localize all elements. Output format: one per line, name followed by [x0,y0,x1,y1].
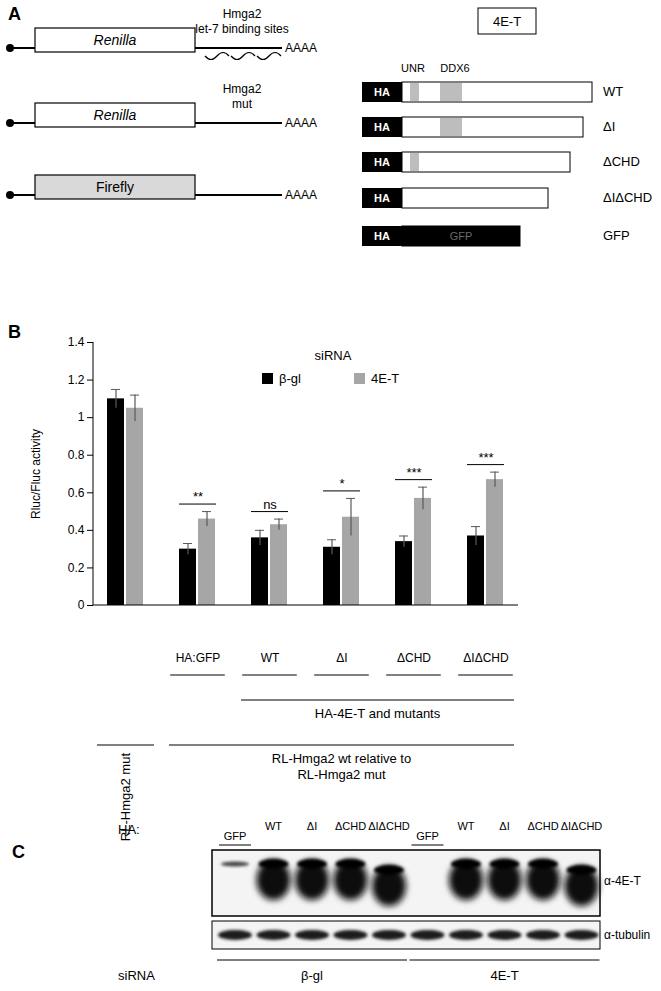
svg-text:ΔIΔCHD: ΔIΔCHD [368,820,410,832]
svg-text:ΔI: ΔI [603,119,615,134]
svg-text:ΔI: ΔI [499,820,509,832]
svg-text:GFP: GFP [224,830,247,842]
svg-text:ΔI: ΔI [307,820,317,832]
svg-text:1.2: 1.2 [68,373,85,387]
svg-text:***: *** [478,450,493,465]
svg-text:C: C [12,842,25,862]
svg-text:ΔIΔCHD: ΔIΔCHD [561,820,603,832]
svg-text:α-tubulin: α-tubulin [604,928,650,942]
svg-text:DDX6: DDX6 [440,62,469,74]
svg-text:Hmga2: Hmga2 [223,7,262,21]
svg-text:ΔCHD: ΔCHD [527,820,558,832]
svg-text:mut: mut [232,97,253,111]
svg-text:0.8: 0.8 [68,448,85,462]
svg-text:AAAA: AAAA [285,188,317,202]
svg-text:0.2: 0.2 [68,561,85,575]
svg-text:ΔCHD: ΔCHD [335,820,366,832]
svg-text:1.4: 1.4 [68,335,85,349]
svg-text:UNR: UNR [401,62,425,74]
svg-text:β-gl: β-gl [301,968,323,983]
svg-text:HA:: HA: [118,822,140,837]
svg-text:AAAA: AAAA [285,116,317,130]
svg-text:siRNA: siRNA [315,348,352,363]
svg-text:1: 1 [78,410,85,424]
svg-text:4E-T: 4E-T [371,371,399,386]
svg-text:Hmga2: Hmga2 [223,82,262,96]
svg-text:WT: WT [265,820,282,832]
svg-text:***: *** [406,465,421,480]
svg-text:B: B [8,322,21,342]
svg-text:HA: HA [374,121,390,133]
svg-text:siRNA: siRNA [118,968,155,983]
svg-text:HA: HA [374,230,390,242]
svg-text:0.6: 0.6 [68,486,85,500]
svg-text:Rluc/Fluc activity: Rluc/Fluc activity [29,429,43,519]
svg-text:RL-Hmga2 mut: RL-Hmga2 mut [297,767,386,782]
svg-text:Renilla: Renilla [94,107,137,123]
svg-text:A: A [8,4,21,24]
svg-text:GFP: GFP [416,830,439,842]
svg-text:GFP: GFP [603,228,630,243]
svg-text:ΔIΔCHD: ΔIΔCHD [463,651,509,665]
svg-text:β-gl: β-gl [279,371,301,386]
svg-text:let-7 binding sites: let-7 binding sites [195,22,288,36]
svg-text:HA: HA [374,156,390,168]
svg-text:ΔI: ΔI [336,651,347,665]
svg-text:*: * [339,476,344,491]
svg-text:WT: WT [457,820,474,832]
svg-text:RL-Hmga2 mut: RL-Hmga2 mut [117,753,133,842]
svg-text:0.4: 0.4 [68,523,85,537]
svg-text:WT: WT [261,651,280,665]
svg-text:ΔCHD: ΔCHD [397,651,431,665]
svg-text:WT: WT [603,84,623,99]
svg-text:Renilla: Renilla [94,32,137,48]
svg-text:HA:GFP: HA:GFP [176,651,221,665]
svg-text:0: 0 [78,598,85,612]
svg-text:HA: HA [374,86,390,98]
svg-text:α-4E-T: α-4E-T [604,874,642,888]
svg-text:RL-Hmga2 wt relative to: RL-Hmga2 wt relative to [272,751,411,766]
svg-text:HA-4E-T and mutants: HA-4E-T and mutants [315,706,441,721]
svg-text:AAAA: AAAA [285,41,317,55]
svg-text:**: ** [193,489,203,504]
svg-text:4E-T: 4E-T [490,968,518,983]
svg-text:HA: HA [374,192,390,204]
svg-text:4E-T: 4E-T [493,14,521,29]
svg-text:ns: ns [263,497,277,512]
svg-text:Firefly: Firefly [96,179,134,195]
svg-text:ΔIΔCHD: ΔIΔCHD [603,190,652,205]
svg-text:GFP: GFP [450,230,473,242]
svg-text:ΔCHD: ΔCHD [603,154,640,169]
